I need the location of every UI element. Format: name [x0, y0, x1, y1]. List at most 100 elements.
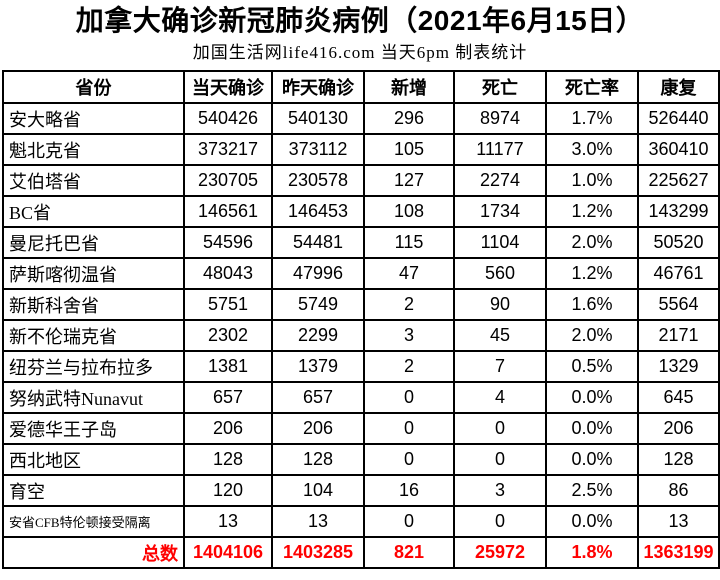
cell-new_cases: 115	[363, 226, 455, 259]
cell-deaths: 1104	[453, 226, 547, 259]
cell-province: 新斯科舍省	[2, 288, 185, 321]
cell-recovered: 86	[637, 474, 720, 507]
cell-today_confirmed: 5751	[183, 288, 273, 321]
table-row: 爱德华王子岛 206 206 0 0 0.0% 206	[2, 412, 720, 445]
column-header-today_confirmed: 当天确诊	[183, 70, 273, 104]
cell-new_cases: 0	[363, 443, 455, 476]
cell-province: 艾伯塔省	[2, 164, 185, 197]
cell-recovered: 143299	[637, 195, 720, 228]
column-header-province: 省份	[2, 70, 185, 104]
cell-new_cases: 821	[363, 536, 455, 569]
cell-death_rate: 1.2%	[545, 195, 639, 228]
cell-yesterday_confirmed: 5749	[271, 288, 365, 321]
cell-today_confirmed: 128	[183, 443, 273, 476]
cell-recovered: 1363199	[637, 536, 720, 569]
total-row: 总数 1404106 1403285 821 25972 1.8% 1363199	[2, 536, 720, 569]
cell-today_confirmed: 657	[183, 381, 273, 414]
cell-death_rate: 0.0%	[545, 381, 639, 414]
cell-today_confirmed: 206	[183, 412, 273, 445]
cell-recovered: 5564	[637, 288, 720, 321]
cell-recovered: 1329	[637, 350, 720, 383]
cell-new_cases: 108	[363, 195, 455, 228]
column-header-new_cases: 新增	[363, 70, 455, 104]
cell-today_confirmed: 1404106	[183, 536, 273, 569]
cell-deaths: 0	[453, 443, 547, 476]
cell-province: 魁北克省	[2, 133, 185, 166]
cell-recovered: 225627	[637, 164, 720, 197]
table-row: 纽芬兰与拉布拉多 1381 1379 2 7 0.5% 1329	[2, 350, 720, 383]
cell-new_cases: 127	[363, 164, 455, 197]
cell-yesterday_confirmed: 657	[271, 381, 365, 414]
cell-yesterday_confirmed: 1403285	[271, 536, 365, 569]
cell-recovered: 645	[637, 381, 720, 414]
cell-death_rate: 0.0%	[545, 505, 639, 538]
table-row: 育空 120 104 16 3 2.5% 86	[2, 474, 720, 507]
table-row: 西北地区 128 128 0 0 0.0% 128	[2, 443, 720, 476]
cell-yesterday_confirmed: 1379	[271, 350, 365, 383]
cell-new_cases: 47	[363, 257, 455, 290]
cell-recovered: 46761	[637, 257, 720, 290]
cell-province: 努纳武特Nunavut	[2, 381, 185, 414]
cell-death_rate: 2.5%	[545, 474, 639, 507]
cell-province: 育空	[2, 474, 185, 507]
cell-province: 安大略省	[2, 102, 185, 135]
cell-today_confirmed: 48043	[183, 257, 273, 290]
cell-today_confirmed: 2302	[183, 319, 273, 352]
column-header-death_rate: 死亡率	[545, 70, 639, 104]
table-header: 省份 当天确诊 昨天确诊 新增 死亡 死亡率 康复	[2, 70, 720, 104]
cell-death_rate: 3.0%	[545, 133, 639, 166]
cell-yesterday_confirmed: 128	[271, 443, 365, 476]
cell-deaths: 0	[453, 505, 547, 538]
column-header-yesterday_confirmed: 昨天确诊	[271, 70, 365, 104]
cell-recovered: 360410	[637, 133, 720, 166]
cell-yesterday_confirmed: 13	[271, 505, 365, 538]
page-subtitle: 加国生活网life416.com 当天6pm 制表统计	[192, 43, 528, 62]
cell-deaths: 90	[453, 288, 547, 321]
cell-death_rate: 1.0%	[545, 164, 639, 197]
cell-new_cases: 105	[363, 133, 455, 166]
cell-today_confirmed: 230705	[183, 164, 273, 197]
cell-deaths: 1734	[453, 195, 547, 228]
table-row: 魁北克省 373217 373112 105 11177 3.0% 360410	[2, 133, 720, 166]
cell-recovered: 526440	[637, 102, 720, 135]
cell-death_rate: 2.0%	[545, 226, 639, 259]
cell-today_confirmed: 146561	[183, 195, 273, 228]
table-row: 安大略省 540426 540130 296 8974 1.7% 526440	[2, 102, 720, 135]
cell-new_cases: 0	[363, 412, 455, 445]
cell-deaths: 11177	[453, 133, 547, 166]
cell-death_rate: 1.2%	[545, 257, 639, 290]
cell-deaths: 2274	[453, 164, 547, 197]
cell-death_rate: 1.7%	[545, 102, 639, 135]
cell-deaths: 25972	[453, 536, 547, 569]
column-header-deaths: 死亡	[453, 70, 547, 104]
column-header-recovered: 康复	[637, 70, 720, 104]
page-title: 加拿大确诊新冠肺炎病例（2021年6月15日）	[75, 5, 645, 36]
cell-yesterday_confirmed: 54481	[271, 226, 365, 259]
table-row: 安省CFB特伦顿接受隔离 13 13 0 0 0.0% 13	[2, 505, 720, 538]
cell-yesterday_confirmed: 373112	[271, 133, 365, 166]
cell-new_cases: 16	[363, 474, 455, 507]
cell-death_rate: 1.6%	[545, 288, 639, 321]
cell-province: 安省CFB特伦顿接受隔离	[2, 505, 185, 538]
cell-province: 总数	[2, 536, 185, 569]
cell-recovered: 128	[637, 443, 720, 476]
cell-today_confirmed: 54596	[183, 226, 273, 259]
covid-table: 省份 当天确诊 昨天确诊 新增 死亡 死亡率 康复 安大略省 540426 540130 296 8…	[2, 70, 720, 569]
table-row: 曼尼托巴省 54596 54481 115 1104 2.0% 50520	[2, 226, 720, 259]
cell-deaths: 45	[453, 319, 547, 352]
cell-death_rate: 0.0%	[545, 443, 639, 476]
table-row: BC省 146561 146453 108 1734 1.2% 143299	[2, 195, 720, 228]
cell-today_confirmed: 13	[183, 505, 273, 538]
cell-recovered: 13	[637, 505, 720, 538]
table-body: 安大略省 540426 540130 296 8974 1.7% 526440 魁北克省 373…	[2, 102, 720, 569]
header-row: 省份 当天确诊 昨天确诊 新增 死亡 死亡率 康复	[2, 70, 720, 104]
table-row: 新不伦瑞克省 2302 2299 3 45 2.0% 2171	[2, 319, 720, 352]
table-row: 努纳武特Nunavut 657 657 0 4 0.0% 645	[2, 381, 720, 414]
table-row: 新斯科舍省 5751 5749 2 90 1.6% 5564	[2, 288, 720, 321]
cell-death_rate: 0.0%	[545, 412, 639, 445]
cell-province: 新不伦瑞克省	[2, 319, 185, 352]
table-row: 萨斯喀彻温省 48043 47996 47 560 1.2% 46761	[2, 257, 720, 290]
cell-new_cases: 0	[363, 381, 455, 414]
cell-death_rate: 1.8%	[545, 536, 639, 569]
cell-province: 萨斯喀彻温省	[2, 257, 185, 290]
